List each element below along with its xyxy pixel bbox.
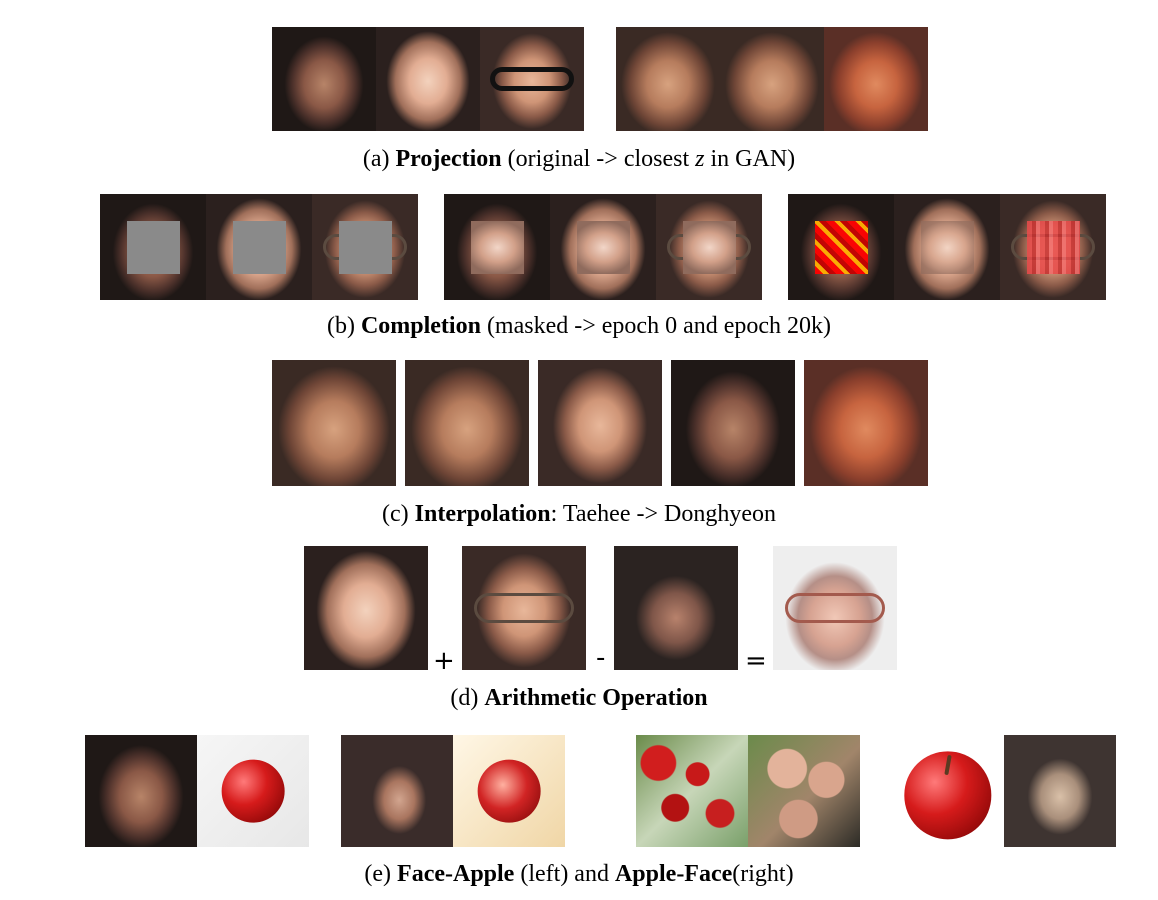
- mask-icon: [338, 220, 392, 274]
- completion-epoch20k-2: [894, 194, 1000, 300]
- arithmetic-operand-2: [462, 546, 586, 670]
- apple-face-apples: [636, 735, 748, 847]
- completion-masked-2: [206, 194, 312, 300]
- equals-symbol: =: [745, 646, 767, 676]
- caption-e-bold-2: Apple-Face: [614, 861, 733, 887]
- projection-original-1: [272, 27, 376, 131]
- caption-d-prefix: (d): [450, 685, 485, 711]
- noise-patch-icon: [1026, 220, 1080, 274]
- face-apple-apple-2: [453, 735, 565, 847]
- interpolation-step-2: [405, 360, 529, 486]
- interpolation-step-4: [671, 360, 795, 486]
- face-apple-face-2: [341, 735, 453, 847]
- mask-icon: [232, 220, 286, 274]
- face-apple-face-1: [85, 735, 197, 847]
- caption-c-prefix: (c): [382, 501, 415, 527]
- completion-epoch0-3: [656, 194, 762, 300]
- completion-masked-3: [312, 194, 418, 300]
- mask-icon: [126, 220, 180, 274]
- caption-e-prefix: (e): [364, 861, 398, 887]
- caption-e-mid: (left) and: [514, 861, 615, 887]
- completion-epoch20k-1: [788, 194, 894, 300]
- patch-icon: [576, 220, 630, 274]
- interpolation-step-3: [538, 360, 662, 486]
- caption-a-prefix: (a): [362, 146, 396, 172]
- caption-b: (b) Completion (masked -> epoch 0 and ep…: [0, 312, 1158, 340]
- caption-b-bold: Completion: [360, 313, 481, 339]
- caption-a-rest-1: (original -> closest: [501, 146, 696, 172]
- projection-original-3: [480, 27, 584, 131]
- glasses-icon: [785, 593, 885, 623]
- apple-face-apple: [892, 735, 1004, 847]
- caption-e: (e) Face-Apple (left) and Apple-Face(rig…: [0, 860, 1158, 888]
- projection-original-2: [376, 27, 480, 131]
- caption-c-bold: Interpolation: [414, 501, 551, 527]
- arithmetic-operand-3: [614, 546, 738, 670]
- caption-b-prefix: (b): [326, 313, 361, 339]
- apple-face-result: [1004, 735, 1116, 847]
- face-apple-apple-1: [197, 735, 309, 847]
- caption-a: (a) Projection (original -> closest z in…: [0, 145, 1158, 173]
- apple-icon: [477, 759, 541, 823]
- projection-gan-3: [824, 27, 928, 131]
- caption-d: (d) Arithmetic Operation: [0, 684, 1158, 712]
- completion-epoch0-1: [444, 194, 550, 300]
- interpolation-step-5: [804, 360, 928, 486]
- completion-epoch0-2: [550, 194, 656, 300]
- projection-gan-2: [720, 27, 824, 131]
- glasses-icon: [474, 593, 574, 623]
- arithmetic-operand-1: [304, 546, 428, 670]
- minus-operator: -: [596, 645, 605, 671]
- patch-icon: [470, 220, 524, 274]
- caption-d-bold: Arithmetic Operation: [484, 685, 708, 711]
- minus-symbol: -: [596, 643, 606, 673]
- equals-operator: =: [745, 648, 767, 674]
- patch-icon: [682, 220, 736, 274]
- projection-gan-1: [616, 27, 720, 131]
- caption-a-rest-2: in GAN): [704, 146, 796, 172]
- caption-e-rest: (right): [732, 861, 794, 887]
- caption-e-bold-1: Face-Apple: [397, 861, 515, 887]
- interpolation-step-1: [272, 360, 396, 486]
- caption-a-var: z: [695, 146, 705, 172]
- arithmetic-result: [773, 546, 897, 670]
- apple-face-faces: [748, 735, 860, 847]
- completion-epoch20k-3: [1000, 194, 1106, 300]
- caption-c-rest: : Taehee -> Donghyeon: [550, 501, 776, 527]
- noise-patch-icon: [814, 220, 868, 274]
- caption-a-bold: Projection: [395, 146, 502, 172]
- glasses-icon: [490, 66, 574, 92]
- plus-symbol: +: [433, 646, 455, 676]
- plus-operator: +: [433, 648, 455, 674]
- caption-c: (c) Interpolation: Taehee -> Donghyeon: [0, 500, 1158, 528]
- patch-icon: [920, 220, 974, 274]
- caption-b-rest: (masked -> epoch 0 and epoch 20k): [480, 313, 832, 339]
- apple-icon: [221, 759, 285, 823]
- completion-masked-1: [100, 194, 206, 300]
